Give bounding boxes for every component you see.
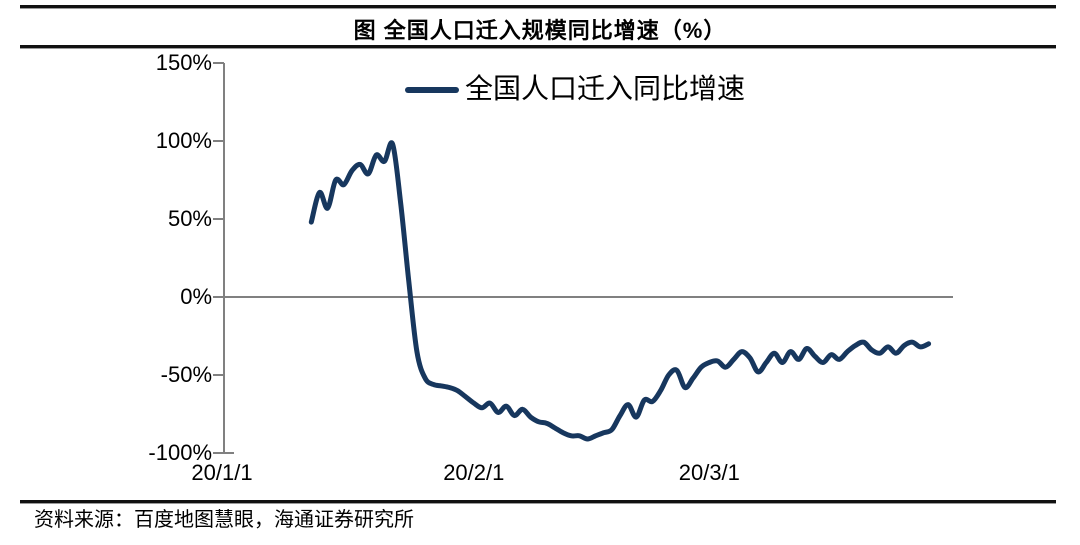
- y-tick-label: 150%: [155, 50, 212, 75]
- source-note: 资料来源：百度地图慧眼，海通证券研究所: [34, 509, 414, 531]
- y-tick-label: 100%: [155, 128, 212, 153]
- y-tick-label: -50%: [160, 362, 212, 387]
- legend-line-marker: [405, 87, 459, 93]
- x-tick-label: 20/3/1: [678, 460, 740, 485]
- figure-title: 图 全国人口迁入规模同比增速（%）: [353, 18, 727, 43]
- legend: 全国人口迁入同比增速: [405, 74, 745, 106]
- top-rule: [20, 5, 1056, 8]
- x-tick-label: 20/1/1: [191, 460, 253, 485]
- y-tick-label: -100%: [148, 440, 212, 465]
- legend-label: 全国人口迁入同比增速: [465, 74, 746, 105]
- y-axis-ticks: [213, 62, 224, 454]
- y-tick-label: 0%: [180, 284, 212, 309]
- series-line-national-migration: [308, 140, 932, 442]
- y-tick-label: 50%: [167, 206, 212, 231]
- bottom-rule: [20, 500, 1056, 503]
- title-divider-rule: [20, 45, 1056, 48]
- x-tick-label: 20/2/1: [443, 460, 505, 485]
